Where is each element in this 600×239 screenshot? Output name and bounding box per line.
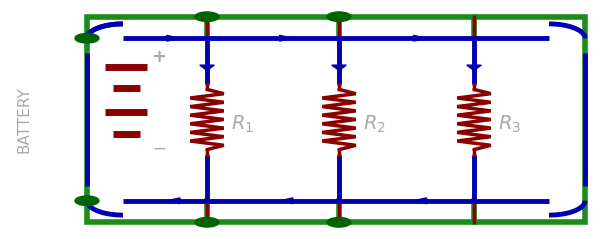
Polygon shape [280, 198, 293, 204]
Text: −: − [152, 139, 166, 157]
Polygon shape [280, 35, 293, 41]
Polygon shape [167, 198, 180, 204]
Polygon shape [467, 65, 481, 71]
Circle shape [195, 217, 219, 227]
Circle shape [327, 12, 351, 22]
Circle shape [75, 196, 99, 206]
Polygon shape [200, 65, 214, 71]
Circle shape [195, 12, 219, 22]
Circle shape [75, 33, 99, 43]
Text: $R_{1}$: $R_{1}$ [231, 114, 254, 135]
Circle shape [327, 217, 351, 227]
Text: $R_{3}$: $R_{3}$ [498, 114, 521, 135]
Polygon shape [167, 35, 180, 41]
Text: +: + [151, 48, 167, 66]
Text: $R_{2}$: $R_{2}$ [363, 114, 386, 135]
Polygon shape [413, 35, 427, 41]
Polygon shape [332, 65, 346, 71]
Text: BATTERY: BATTERY [17, 86, 32, 153]
Polygon shape [413, 198, 427, 204]
